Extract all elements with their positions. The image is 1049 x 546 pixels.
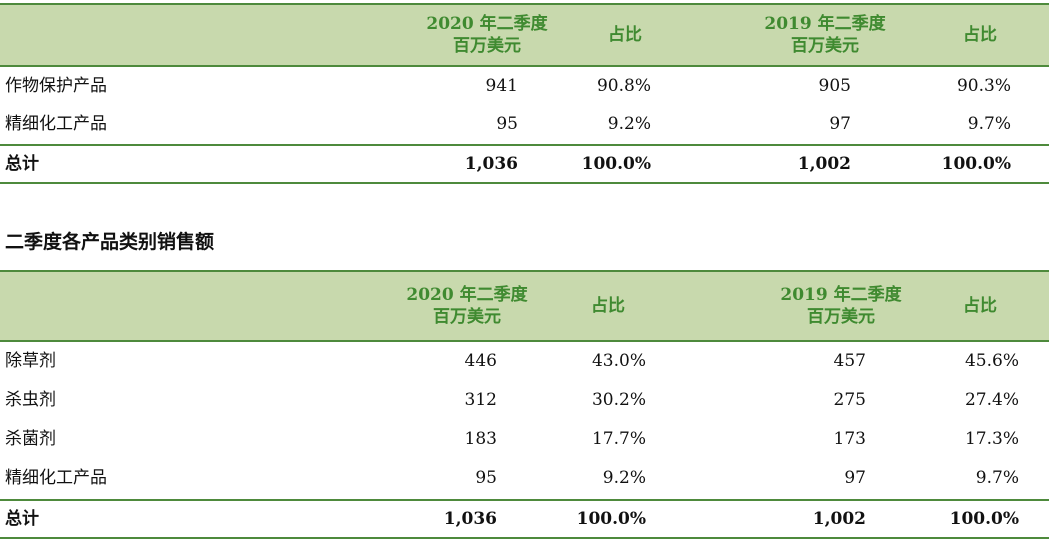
- value-2020: 1,036: [464, 154, 518, 174]
- share-2019: 100.0%: [941, 154, 1011, 174]
- row-label: 总计: [5, 154, 39, 174]
- share-2019: 9.7%: [975, 468, 1019, 488]
- value-2020: 95: [496, 114, 518, 134]
- share-2019: 45.6%: [964, 351, 1019, 371]
- table2-header-2019: 2019 年二季度 百万美元: [780, 285, 902, 327]
- value-2020: 1,036: [443, 509, 497, 529]
- table-row: 杀虫剂 312 30.2% 275 27.4%: [0, 381, 1049, 419]
- value-2020: 312: [464, 390, 497, 410]
- row-label: 作物保护产品: [5, 76, 107, 96]
- share-2020: 9.2%: [607, 114, 651, 134]
- share-2020: 100.0%: [581, 154, 651, 174]
- share-2019: 100.0%: [949, 509, 1019, 529]
- table2-header-share-2020: 占比: [591, 296, 625, 316]
- table2-header-share-2019: 占比: [963, 296, 997, 316]
- value-2020: 941: [485, 76, 518, 96]
- value-2019: 97: [829, 114, 851, 134]
- row-label: 杀菌剂: [5, 429, 56, 449]
- share-2019: 9.7%: [967, 114, 1011, 134]
- table1-header-share-2019: 占比: [963, 25, 997, 45]
- table-row: 精细化工产品 95 9.2% 97 9.7%: [0, 105, 1049, 143]
- value-2020: 95: [475, 468, 497, 488]
- value-2019: 173: [833, 429, 866, 449]
- value-2019: 457: [833, 351, 866, 371]
- share-2020: 100.0%: [576, 509, 646, 529]
- value-2020: 446: [464, 351, 497, 371]
- value-2019: 275: [833, 390, 866, 410]
- value-2020: 183: [464, 429, 497, 449]
- table1-header-share-2020: 占比: [608, 25, 642, 45]
- row-label: 除草剂: [5, 351, 56, 371]
- share-2020: 43.0%: [591, 351, 646, 371]
- share-2020: 17.7%: [591, 429, 646, 449]
- row-label: 杀虫剂: [5, 390, 56, 410]
- share-2019: 17.3%: [964, 429, 1019, 449]
- table-row: 除草剂 446 43.0% 457 45.6%: [0, 342, 1049, 380]
- total-row: 总计 1,036 100.0% 1,002 100.0%: [0, 144, 1049, 184]
- share-2019: 90.3%: [956, 76, 1011, 96]
- section-title: 二季度各产品类别销售额: [5, 231, 215, 253]
- total-row: 总计 1,036 100.0% 1,002 100.0%: [0, 499, 1049, 539]
- value-2019: 1,002: [812, 509, 866, 529]
- value-2019: 1,002: [797, 154, 851, 174]
- table2-header-2020: 2020 年二季度 百万美元: [406, 285, 528, 327]
- table1-header-2020: 2020 年二季度 百万美元: [426, 14, 548, 56]
- value-2019: 905: [818, 76, 851, 96]
- table-row: 杀菌剂 183 17.7% 173 17.3%: [0, 420, 1049, 458]
- row-label: 总计: [5, 509, 39, 529]
- table2-header: 2020 年二季度 百万美元 占比 2019 年二季度 百万美元 占比: [0, 270, 1049, 342]
- value-2019: 97: [844, 468, 866, 488]
- table-row: 精细化工产品 95 9.2% 97 9.7%: [0, 459, 1049, 497]
- share-2020: 30.2%: [591, 390, 646, 410]
- share-2020: 90.8%: [596, 76, 651, 96]
- share-2019: 27.4%: [964, 390, 1019, 410]
- share-2020: 9.2%: [602, 468, 646, 488]
- table1-header: 2020 年二季度 百万美元 占比 2019 年二季度 百万美元 占比: [0, 3, 1049, 67]
- table1-header-2019: 2019 年二季度 百万美元: [764, 14, 886, 56]
- table-row: 作物保护产品 941 90.8% 905 90.3%: [0, 67, 1049, 105]
- row-label: 精细化工产品: [5, 468, 107, 488]
- row-label: 精细化工产品: [5, 114, 107, 134]
